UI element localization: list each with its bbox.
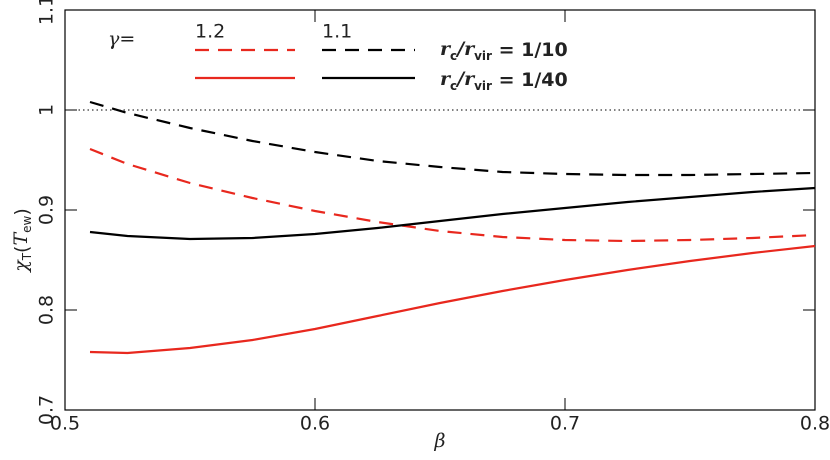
y-tick-label: 0.9 bbox=[36, 195, 58, 225]
series-line bbox=[89, 147, 816, 243]
series-line bbox=[89, 100, 816, 177]
series-line bbox=[89, 244, 816, 355]
y-label-part: ( bbox=[11, 246, 33, 253]
legend-part: vir bbox=[474, 79, 492, 93]
legend-title: γ= bbox=[108, 28, 135, 50]
legend-row-label: rc/rvir = 1/10 bbox=[440, 38, 568, 63]
y-label-part: ) bbox=[11, 208, 33, 215]
y-label-part: χ bbox=[10, 259, 32, 274]
legend-part: = 1/40 bbox=[492, 69, 568, 91]
y-tick-label: 0.8 bbox=[36, 295, 58, 325]
legend-column-label: 1.2 bbox=[195, 21, 225, 43]
legend-column-label: 1.1 bbox=[322, 21, 352, 43]
series-line bbox=[89, 186, 816, 241]
y-label-part: T bbox=[10, 232, 32, 246]
y-label-part: T bbox=[20, 252, 34, 261]
x-tick-label: 0.7 bbox=[550, 413, 580, 435]
y-tick-label: 1 bbox=[36, 104, 58, 116]
legend-part: r bbox=[440, 68, 452, 90]
legend-part: = 1/10 bbox=[492, 39, 568, 61]
legend-part: /r bbox=[455, 38, 476, 60]
legend-part: c bbox=[450, 79, 457, 93]
legend-part: vir bbox=[474, 49, 492, 63]
y-tick-label: 1.1 bbox=[36, 0, 58, 25]
legend-part: r bbox=[440, 38, 452, 60]
y-tick-label: 0.7 bbox=[36, 395, 58, 425]
legend-part: c bbox=[450, 49, 457, 63]
x-tick-label: 0.8 bbox=[800, 413, 830, 435]
legend-row-label: rc/rvir = 1/40 bbox=[440, 68, 568, 93]
x-tick-label: 0.6 bbox=[300, 413, 330, 435]
y-label-part: ew bbox=[20, 215, 34, 232]
x-axis-label: β bbox=[434, 430, 446, 452]
legend-part: /r bbox=[455, 68, 476, 90]
x-tick-label: 0.5 bbox=[50, 413, 80, 435]
y-axis-label: χT(Tew) bbox=[10, 208, 34, 274]
